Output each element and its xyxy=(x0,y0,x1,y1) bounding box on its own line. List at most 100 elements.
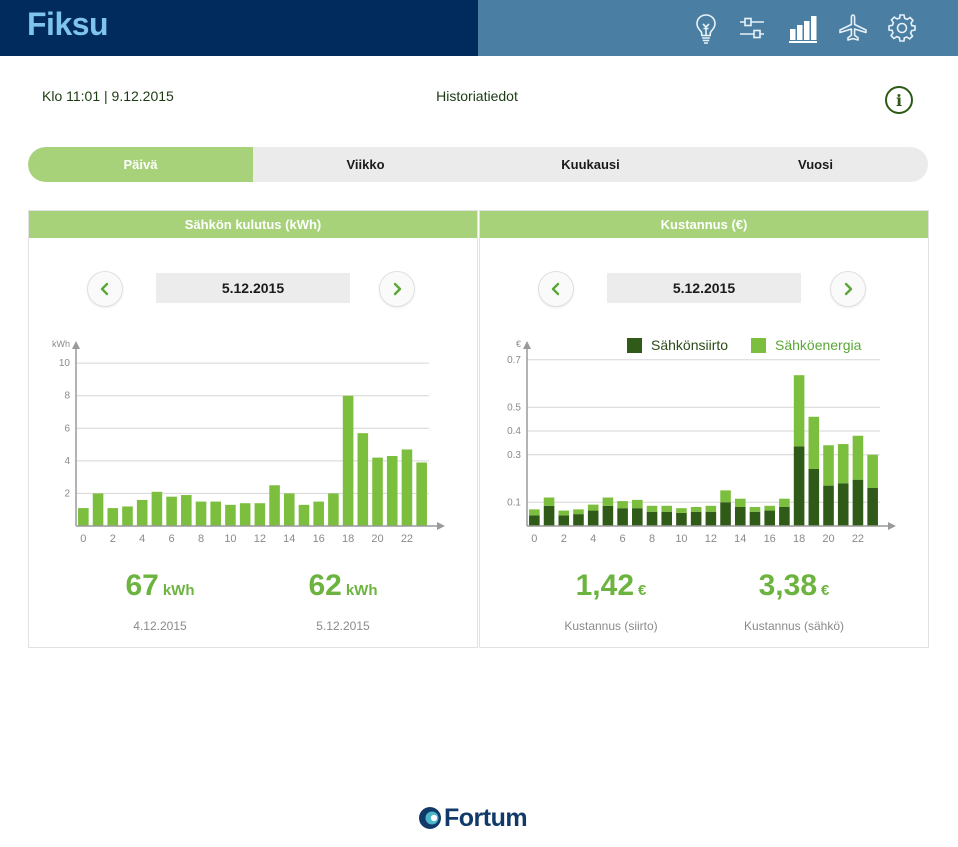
consumption-bar-23 xyxy=(416,462,427,526)
legend-siirto: Sähkönsiirto xyxy=(627,337,728,353)
cost-bar-siirto-6 xyxy=(617,508,628,526)
cost-bar-siirto-17 xyxy=(779,507,790,526)
cost-x-tick-label: 8 xyxy=(649,533,655,545)
cost-bar-siirto-21 xyxy=(837,483,849,526)
cost-bar-energia-5 xyxy=(602,497,614,506)
consumption-panel-title: Sähkön kulutus (kWh) xyxy=(29,211,477,238)
cost-bar-energia-10 xyxy=(676,508,687,513)
cost-x-tick-label: 0 xyxy=(531,533,537,545)
consumption-prev-day-button[interactable] xyxy=(87,271,123,307)
consumption-bar-21 xyxy=(386,455,398,526)
consumption-bar-18 xyxy=(342,395,354,526)
cost-bar-siirto-7 xyxy=(632,508,643,526)
cost-bar-energia-6 xyxy=(617,501,628,509)
cost-total-sahko: 3,38 € Kustannus (sähkö) xyxy=(694,569,894,633)
cost-y-axis-arrow xyxy=(523,341,531,349)
cost-total-siirto-unit: € xyxy=(638,582,647,599)
sliders-icon[interactable] xyxy=(732,8,772,48)
consumption-bar-15 xyxy=(298,504,310,526)
consumption-total-current-value: 62 xyxy=(308,569,342,602)
consumption-x-tick-label: 18 xyxy=(342,533,354,545)
tab-week[interactable]: Viikko xyxy=(346,157,385,172)
cost-bar-energia-9 xyxy=(661,505,673,512)
tab-day[interactable]: Päivä xyxy=(28,147,253,182)
consumption-bar-12 xyxy=(254,503,266,526)
consumption-bar-2 xyxy=(107,508,119,526)
consumption-bar-0 xyxy=(78,508,89,526)
cost-bar-energia-15 xyxy=(749,507,761,512)
cost-bar-siirto-19 xyxy=(808,469,820,526)
consumption-y-axis-label: kWh xyxy=(52,339,70,349)
consumption-y-tick-label: 4 xyxy=(64,456,70,467)
info-bar: Klo 11:01 | 9.12.2015 Historiatiedot i xyxy=(0,56,958,136)
fortum-swirl-icon xyxy=(419,807,441,829)
page-title-text: Historiatiedot xyxy=(436,88,518,104)
tab-month[interactable]: Kuukausi xyxy=(561,157,620,172)
cost-x-tick-label: 22 xyxy=(852,533,864,545)
info-icon[interactable]: i xyxy=(885,86,913,114)
cost-x-tick-label: 10 xyxy=(675,533,687,545)
cost-panel: Kustannus (€) 5.12.2015 Sähkönsiirto Säh… xyxy=(479,210,929,648)
consumption-x-tick-label: 10 xyxy=(224,533,236,545)
cost-prev-day-button[interactable] xyxy=(538,271,574,307)
cost-y-tick-label: 0.3 xyxy=(507,450,521,461)
consumption-x-tick-label: 4 xyxy=(139,533,145,545)
consumption-x-tick-label: 0 xyxy=(80,533,86,545)
gear-icon[interactable] xyxy=(882,8,922,48)
cost-y-axis-label: € xyxy=(516,339,521,349)
consumption-x-tick-label: 14 xyxy=(283,533,295,545)
chevron-right-icon xyxy=(844,282,853,296)
cost-next-day-button[interactable] xyxy=(830,271,866,307)
consumption-date-nav: 5.12.2015 xyxy=(29,271,477,307)
cost-total-siirto: 1,42 € Kustannus (siirto) xyxy=(511,569,711,633)
lightbulb-icon[interactable] xyxy=(686,8,726,48)
consumption-x-tick-label: 20 xyxy=(371,533,383,545)
consumption-x-tick-label: 6 xyxy=(169,533,175,545)
cost-bar-siirto-8 xyxy=(646,511,658,526)
consumption-next-day-button[interactable] xyxy=(379,271,415,307)
cost-total-sahko-value: 3,38 xyxy=(758,569,818,602)
consumption-total-previous: 67 kWh 4.12.2015 xyxy=(60,569,260,633)
top-bar: Fiksu xyxy=(0,0,958,56)
cost-bar-siirto-9 xyxy=(661,511,673,526)
cost-x-tick-label: 20 xyxy=(822,533,834,545)
consumption-total-current-unit: kWh xyxy=(345,582,378,599)
cost-bar-siirto-14 xyxy=(734,507,746,526)
cost-y-tick-label: 0.4 xyxy=(507,426,521,437)
cost-bar-siirto-16 xyxy=(764,510,775,526)
cost-panel-title: Kustannus (€) xyxy=(480,211,928,238)
consumption-total-current: 62 kWh 5.12.2015 xyxy=(243,569,443,633)
cost-x-tick-label: 14 xyxy=(734,533,746,545)
cost-bar-siirto-15 xyxy=(749,511,761,526)
consumption-x-tick-label: 22 xyxy=(401,533,413,545)
cost-bar-energia-14 xyxy=(734,498,746,507)
cost-bar-energia-11 xyxy=(690,507,702,512)
cost-bar-energia-21 xyxy=(837,444,849,484)
cost-x-tick-label: 12 xyxy=(705,533,717,545)
consumption-y-tick-label: 6 xyxy=(64,423,70,434)
cost-bar-energia-13 xyxy=(720,490,731,503)
cost-bar-siirto-1 xyxy=(543,505,555,526)
cost-bar-energia-12 xyxy=(705,505,717,512)
cost-bar-siirto-12 xyxy=(705,511,717,526)
cost-bar-energia-23 xyxy=(867,454,878,488)
airplane-icon[interactable] xyxy=(833,8,873,48)
consumption-chart: 2 4 6 8 10 kWh 0 2 4 6 8 10 12 14 16 18 20 22 xyxy=(52,339,445,545)
legend-siirto-label: Sähkönsiirto xyxy=(651,337,729,353)
cost-bar-siirto-4 xyxy=(587,510,599,526)
tab-year[interactable]: Vuosi xyxy=(798,157,833,172)
cost-bar-siirto-22 xyxy=(852,479,864,526)
cost-date: 5.12.2015 xyxy=(607,273,801,303)
cost-total-siirto-value: 1,42 xyxy=(575,569,635,602)
consumption-bar-11 xyxy=(239,503,251,526)
cost-x-tick-label: 18 xyxy=(793,533,805,545)
cost-x-tick-label: 4 xyxy=(590,533,596,545)
chevron-left-icon xyxy=(100,282,109,296)
cost-bar-siirto-11 xyxy=(690,511,702,526)
cost-bar-energia-17 xyxy=(779,498,790,507)
fortum-logo-text: Fortum xyxy=(444,803,528,832)
consumption-y-tick-label: 2 xyxy=(64,488,70,499)
bar-chart-icon[interactable] xyxy=(783,8,823,48)
consumption-date: 5.12.2015 xyxy=(156,273,350,303)
consumption-panel: Sähkön kulutus (kWh) 5.12.2015 2 4 6 8 10 kWh… xyxy=(28,210,478,648)
